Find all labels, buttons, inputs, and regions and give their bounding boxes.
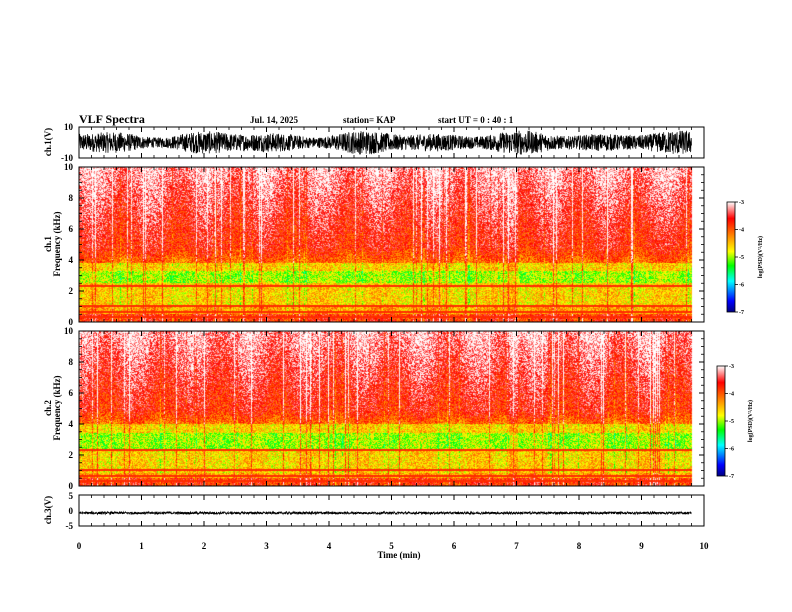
start-time-label: start UT = 0 : 40 : 1 bbox=[438, 115, 514, 125]
date-label: Jul. 14, 2025 bbox=[250, 115, 299, 125]
y-tick-label: 2 bbox=[69, 286, 74, 296]
ch1-waveform-panel: 10 -10 ch.1(V) bbox=[43, 122, 705, 163]
ch1-spectrogram-panel: 0 2 4 6 8 10 ch.1 Frequency (kHz) bbox=[43, 162, 705, 327]
x-tick-label: 8 bbox=[577, 541, 582, 551]
ch2-colorbar-label: log(PSD)(V²/Hz) bbox=[747, 400, 754, 442]
ch1-ytick-bottom: -10 bbox=[61, 153, 73, 163]
ch3-ytick-mid: 0 bbox=[69, 506, 74, 516]
ch2-spectrogram-image bbox=[79, 331, 704, 486]
ch3-waveform-ylabel: ch.3(V) bbox=[43, 496, 53, 524]
y-tick-label: 0 bbox=[69, 481, 74, 491]
ch1-colorbar-gradient bbox=[726, 201, 736, 313]
ch2-spectrogram-ylabel-line2: Frequency (kHz) bbox=[52, 375, 62, 440]
x-tick-label: 2 bbox=[202, 541, 207, 551]
x-tick-label: 0 bbox=[77, 541, 82, 551]
colorbar-tick-label: -6 bbox=[729, 447, 734, 453]
ch2-spectrogram-panel: 0 2 4 6 8 10 ch.2 Frequency (kHz) bbox=[43, 326, 705, 491]
colorbar-tick-label: -6 bbox=[739, 283, 744, 289]
colorbar-tick-label: -4 bbox=[739, 228, 744, 234]
ch1-spectrogram-ylabel-line1: ch.1 bbox=[43, 236, 53, 252]
ch3-ytick-bottom: -5 bbox=[66, 521, 74, 531]
ch1-waveform-trace bbox=[78, 130, 692, 155]
x-tick-label: 1 bbox=[139, 541, 144, 551]
y-tick-label: 2 bbox=[69, 450, 74, 460]
station-label: station= KAP bbox=[343, 115, 396, 125]
colorbar-tick-label: -7 bbox=[729, 474, 734, 480]
colorbar-tick-label: -3 bbox=[729, 364, 734, 370]
y-tick-label: 10 bbox=[64, 326, 74, 336]
ch2-colorbar: -3 -4 -5 -6 -7 log(PSD)(V²/Hz) bbox=[716, 364, 754, 480]
ch3-waveform-panel: 5 0 -5 ch.3(V) bbox=[43, 491, 705, 531]
x-tick-label: 3 bbox=[264, 541, 269, 551]
ch1-waveform-ylabel: ch.1(V) bbox=[43, 128, 53, 156]
x-tick-label: 6 bbox=[452, 541, 457, 551]
colorbar-tick-label: -5 bbox=[729, 419, 734, 425]
x-tick-label: 7 bbox=[514, 541, 519, 551]
waveform-path bbox=[78, 510, 692, 516]
y-tick-label: 8 bbox=[69, 193, 74, 203]
ch1-colorbar: -3 -4 -5 -6 -7 log(PSD)(V²/Hz) bbox=[726, 200, 764, 316]
ch1-colorbar-label: log(PSD)(V²/Hz) bbox=[757, 236, 764, 278]
figure-title: VLF Spectra bbox=[79, 112, 145, 126]
y-tick-label: 0 bbox=[69, 317, 74, 327]
y-tick-label: 6 bbox=[69, 388, 74, 398]
ch1-spectrogram-ylabel-line2: Frequency (kHz) bbox=[52, 211, 62, 276]
ch1-colorbar-ticks: -3 -4 -5 -6 -7 bbox=[735, 200, 744, 316]
ch2-colorbar-gradient bbox=[716, 365, 726, 477]
colorbar-tick-label: -7 bbox=[739, 310, 744, 316]
ch2-spectrogram-yticks: 0 2 4 6 8 10 bbox=[64, 326, 704, 491]
y-tick-label: 4 bbox=[69, 255, 74, 265]
ch1-ytick-top: 10 bbox=[64, 122, 74, 132]
ch2-colorbar-ticks: -3 -4 -5 -6 -7 bbox=[725, 364, 734, 480]
ch3-ytick-top: 5 bbox=[69, 491, 74, 501]
ch3-waveform-trace bbox=[78, 510, 692, 516]
x-tick-label: 10 bbox=[700, 541, 710, 551]
y-tick-label: 10 bbox=[64, 162, 74, 172]
y-tick-label: 4 bbox=[69, 419, 74, 429]
waveform-path bbox=[78, 130, 692, 155]
colorbar-tick-label: -4 bbox=[729, 392, 734, 398]
colorbar-tick-label: -5 bbox=[739, 255, 744, 261]
x-tick-label: 5 bbox=[389, 541, 394, 551]
time-axis-label: Time (min) bbox=[377, 550, 420, 560]
time-axis-ticks: 0 1 2 3 4 5 6 7 8 9 10 bbox=[77, 127, 709, 551]
ch2-spectrogram-ylabel-line1: ch.2 bbox=[43, 400, 53, 416]
x-tick-label: 4 bbox=[327, 541, 332, 551]
ch1-spectrogram-yticks: 0 2 4 6 8 10 bbox=[64, 162, 704, 327]
y-tick-label: 6 bbox=[69, 224, 74, 234]
y-tick-label: 8 bbox=[69, 357, 74, 367]
colorbar-tick-label: -3 bbox=[739, 200, 744, 206]
ch1-spectrogram-image bbox=[79, 167, 704, 322]
x-tick-label: 9 bbox=[639, 541, 644, 551]
